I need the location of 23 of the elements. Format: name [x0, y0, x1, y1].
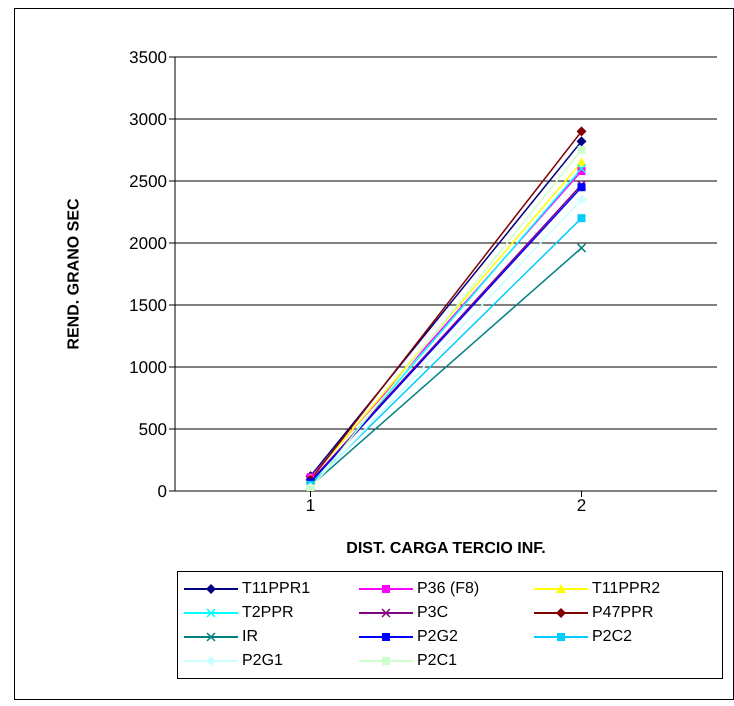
legend-label: T2PPR — [242, 604, 294, 622]
legend-label: T11PPR2 — [592, 580, 660, 598]
legend-label: IR — [242, 628, 258, 646]
legend-label: T11PPR1 — [242, 580, 310, 598]
y-axis-title: REND. GRANO SEC — [66, 198, 83, 350]
y-tick-label: 3500 — [129, 48, 167, 68]
y-tick-label: 2500 — [129, 172, 167, 192]
y-tick-label: 1500 — [129, 296, 167, 316]
y-tick-label: 2000 — [129, 234, 167, 254]
x-axis-title: DIST. CARGA TERCIO INF. — [346, 540, 546, 557]
legend-label: P2G2 — [417, 628, 458, 646]
y-tick-label: 0 — [158, 482, 167, 502]
y-tick-label: 1000 — [129, 358, 167, 378]
legend-label: P2C2 — [592, 628, 632, 646]
y-tick-label: 3000 — [129, 110, 167, 130]
y-tick-label: 500 — [138, 420, 167, 440]
legend-label: P2G1 — [242, 652, 283, 670]
legend-label: P47PPR — [592, 604, 654, 622]
legend-label: P3C — [417, 604, 448, 622]
x-tick-label: 1 — [306, 496, 316, 516]
legend-label: P36 (F8) — [417, 580, 480, 598]
x-tick-label: 2 — [576, 496, 586, 516]
legend-label: P2C1 — [417, 652, 458, 670]
